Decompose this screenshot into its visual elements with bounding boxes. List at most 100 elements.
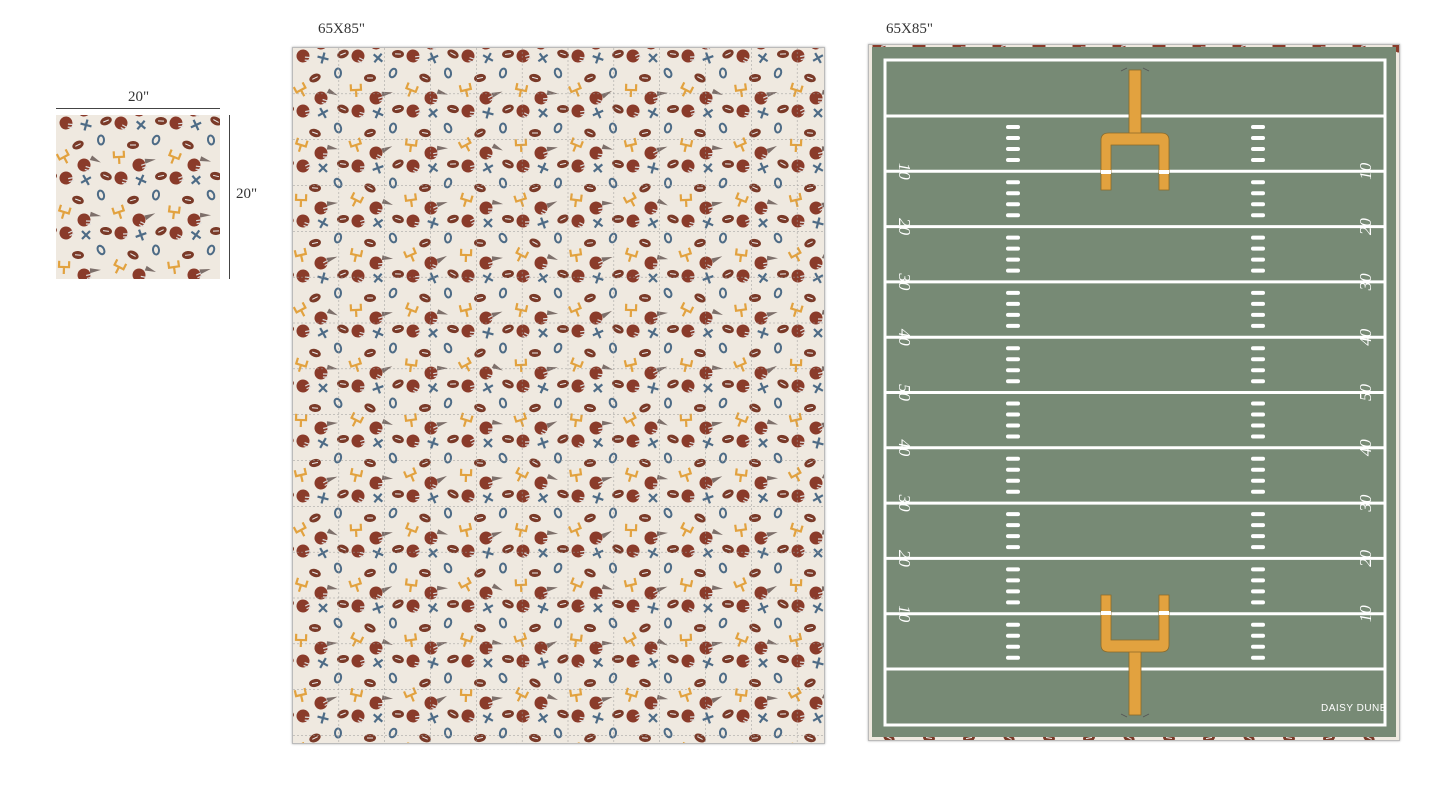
o-mark-icon — [333, 397, 343, 409]
football-icon — [447, 49, 459, 59]
x-mark-icon — [592, 602, 604, 614]
o-mark-icon — [388, 617, 398, 629]
football-icon — [100, 116, 112, 126]
goalpost-icon — [569, 248, 583, 263]
football-icon — [557, 379, 569, 389]
football-icon — [337, 709, 349, 719]
o-mark-icon — [499, 342, 507, 354]
hash-mark — [1006, 589, 1020, 594]
football-icon — [447, 544, 459, 554]
helmet-icon — [791, 599, 805, 613]
o-mark-icon — [718, 562, 728, 574]
helmet-icon — [589, 421, 604, 435]
football-icon — [584, 513, 596, 523]
x-mark-icon — [317, 547, 329, 559]
x-mark-icon — [317, 272, 329, 284]
x-mark-icon — [482, 162, 494, 174]
pennant-icon — [766, 199, 779, 205]
helmet-icon — [406, 434, 420, 448]
x-mark-icon — [592, 327, 604, 339]
football-icon — [364, 568, 376, 578]
pennant-icon — [436, 641, 448, 648]
helmet-icon — [369, 366, 383, 381]
football-icon — [502, 654, 514, 664]
pennant-icon — [199, 268, 211, 275]
football-icon — [364, 348, 376, 358]
helmet-icon — [296, 159, 312, 173]
pennant-icon — [199, 156, 212, 162]
football-icon — [447, 709, 459, 719]
football-icon — [639, 403, 651, 413]
helmet-icon — [809, 421, 824, 435]
o-mark-icon — [608, 617, 618, 629]
helmet-icon — [132, 158, 148, 172]
goalpost-icon — [459, 632, 474, 648]
x-mark-icon — [647, 602, 659, 614]
pennant-icon — [546, 473, 558, 481]
helmet-icon — [754, 146, 768, 160]
football-icon — [447, 654, 459, 664]
o-mark-icon — [663, 342, 673, 354]
football-icon — [309, 733, 321, 743]
hash-mark — [1251, 301, 1265, 306]
pennant-icon — [144, 158, 156, 164]
football-icon — [722, 709, 734, 719]
hash-mark — [1006, 478, 1020, 483]
pennant-icon — [601, 310, 613, 319]
pennant-icon — [601, 200, 614, 206]
o-mark-icon — [388, 507, 398, 519]
pennant-icon — [491, 476, 503, 482]
helmet-icon — [516, 159, 530, 173]
football-icon — [777, 324, 789, 334]
helmet-icon — [369, 146, 383, 161]
football-icon — [419, 513, 431, 523]
hash-mark — [1251, 312, 1265, 317]
football-icon — [557, 489, 569, 499]
o-mark-icon — [608, 672, 618, 684]
goalpost-icon — [733, 357, 748, 372]
goalpost-icon — [734, 83, 748, 98]
goalpost-icon — [112, 150, 126, 165]
x-mark-icon — [757, 327, 769, 339]
helmet-icon — [479, 201, 493, 215]
football-icon — [392, 544, 404, 554]
goalpost-icon — [624, 523, 638, 538]
helmet-icon — [479, 91, 495, 105]
helmet-icon — [589, 586, 603, 600]
football-icon — [392, 104, 404, 114]
x-mark-icon — [372, 162, 384, 174]
helmet-icon — [479, 531, 495, 545]
o-mark-icon — [96, 244, 106, 256]
o-mark-icon — [553, 617, 563, 629]
football-icon — [364, 293, 376, 303]
x-mark-icon — [537, 547, 549, 559]
o-mark-icon — [663, 562, 673, 574]
football-icon — [557, 434, 569, 444]
football-icon — [474, 238, 486, 248]
football-icon — [337, 49, 349, 59]
o-mark-icon — [333, 122, 343, 134]
helmet-icon — [809, 311, 823, 325]
hash-mark — [1251, 257, 1265, 262]
goalpost-icon — [679, 193, 693, 208]
football-icon — [667, 489, 679, 499]
football-icon — [722, 654, 734, 664]
helmet-icon — [369, 91, 385, 105]
o-mark-icon — [388, 177, 398, 189]
helmet-icon — [406, 269, 421, 283]
helmet-icon — [479, 366, 493, 380]
pennant-icon — [326, 696, 338, 703]
football-icon — [557, 214, 569, 224]
o-mark-icon — [773, 452, 783, 464]
hash-mark — [1251, 534, 1265, 539]
o-mark-icon — [388, 562, 398, 574]
hash-mark — [1006, 213, 1020, 218]
swatch-height-dimension-line — [229, 115, 230, 279]
pennant-icon — [436, 585, 449, 591]
football-icon — [584, 73, 596, 83]
football-icon — [309, 348, 321, 358]
helmet-icon — [736, 104, 750, 118]
helmet-icon — [516, 544, 530, 559]
helmet-icon — [406, 324, 422, 338]
helmet-icon — [424, 256, 438, 270]
